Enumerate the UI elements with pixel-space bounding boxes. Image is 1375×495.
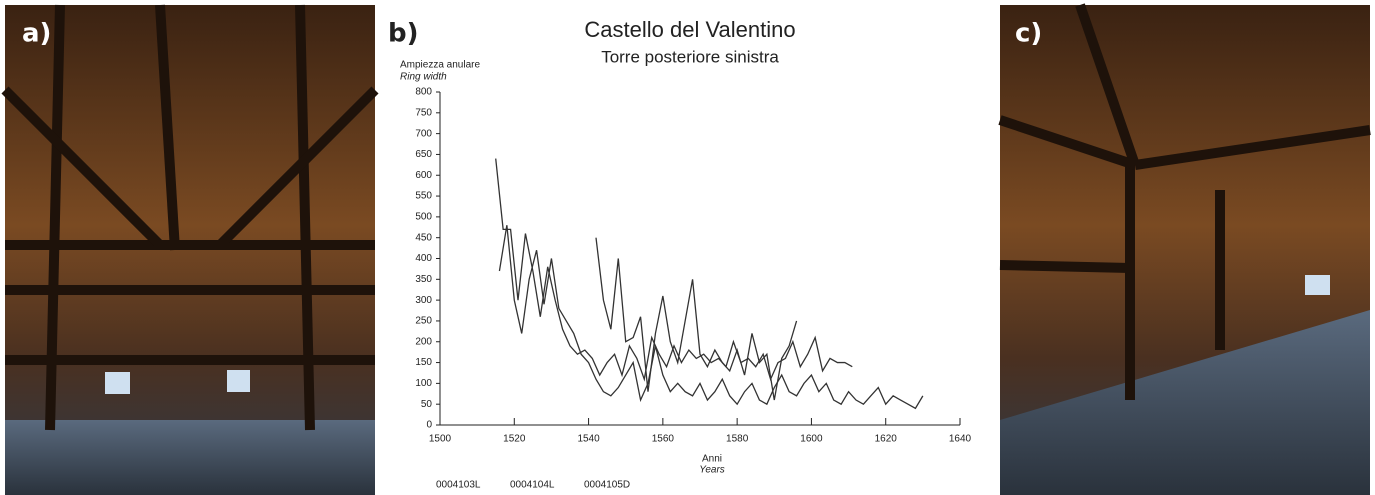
x-axis-label: Anni: [702, 454, 722, 465]
photo-c: c): [1000, 5, 1370, 495]
y-tick-label: 600: [415, 170, 432, 181]
chart: b) Castello del Valentino Torre posterio…: [388, 17, 972, 491]
y-tick-label: 350: [415, 274, 432, 285]
y-tick-label: 50: [421, 399, 433, 410]
panel-label: c): [1015, 19, 1042, 49]
x-tick-label: 1580: [726, 434, 749, 445]
y-axis-label: Ampiezza anulare: [400, 60, 480, 71]
panel-label: a): [22, 19, 51, 49]
panel-label: b): [388, 19, 419, 49]
x-tick-label: 1540: [577, 434, 600, 445]
photo-a: a): [5, 5, 375, 495]
y-tick-label: 750: [415, 107, 432, 118]
x-tick-label: 1520: [503, 434, 526, 445]
y-tick-label: 550: [415, 191, 432, 202]
x-tick-label: 1620: [875, 434, 898, 445]
x-axis-label: Years: [699, 465, 725, 476]
y-tick-label: 800: [415, 87, 432, 98]
y-tick-label: 650: [415, 149, 432, 160]
chart-title: Castello del Valentino: [584, 17, 795, 42]
x-tick-label: 1600: [800, 434, 823, 445]
chart-subtitle: Torre posteriore sinistra: [601, 47, 779, 66]
figure: a) c) b) Castello del Valentino Torre po…: [0, 0, 1375, 495]
legend-label: 0004103L: [436, 480, 481, 491]
legend-label: 0004105D: [584, 480, 630, 491]
y-tick-label: 400: [415, 253, 432, 264]
y-axis-label: Ring width: [400, 72, 447, 83]
series-line: [499, 225, 922, 408]
y-tick-label: 450: [415, 232, 432, 243]
y-tick-label: 200: [415, 336, 432, 347]
x-tick-label: 1560: [652, 434, 675, 445]
y-tick-label: 700: [415, 128, 432, 139]
y-tick-label: 300: [415, 295, 432, 306]
legend-label: 0004104L: [510, 480, 555, 491]
y-tick-label: 100: [415, 378, 432, 389]
x-tick-label: 1640: [949, 434, 972, 445]
y-tick-label: 150: [415, 357, 432, 368]
y-tick-label: 250: [415, 316, 432, 327]
y-tick-label: 500: [415, 212, 432, 223]
x-tick-label: 1500: [429, 434, 452, 445]
y-tick-label: 0: [426, 420, 432, 431]
